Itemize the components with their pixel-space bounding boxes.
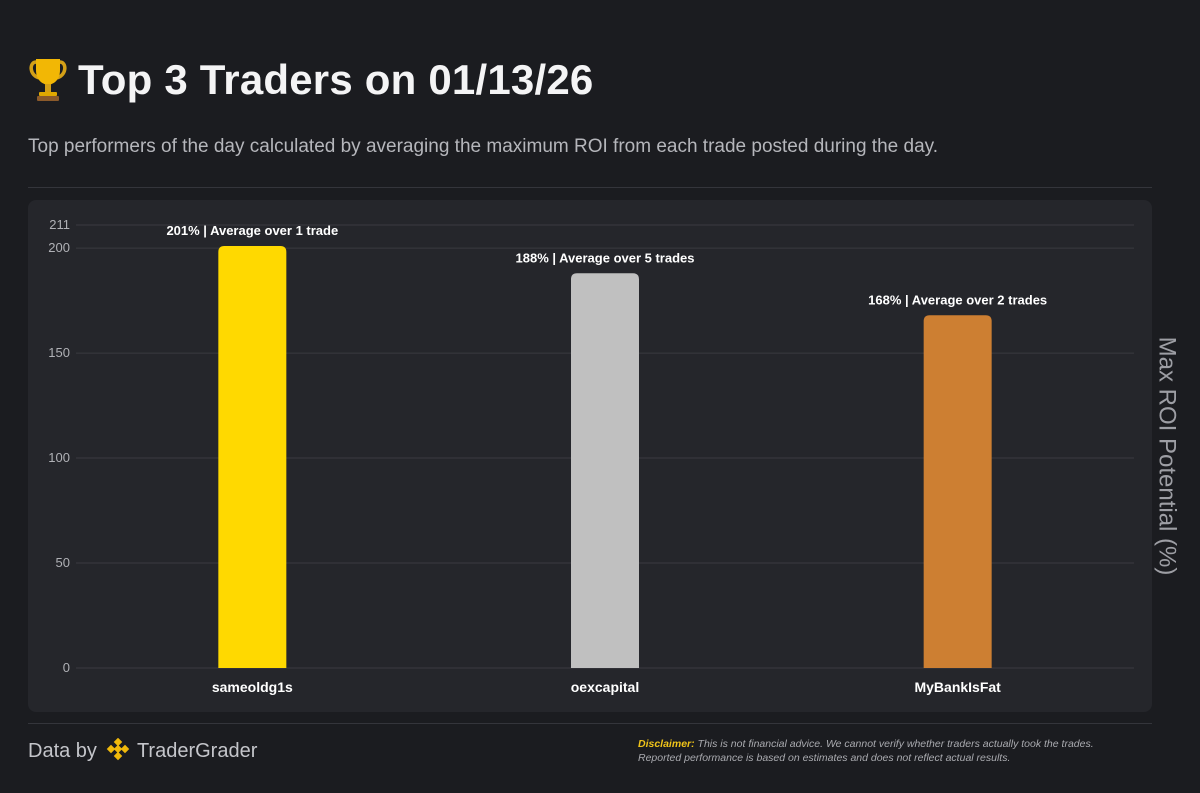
bar: [923, 315, 992, 668]
data-by-text: Data by: [28, 739, 97, 762]
disclaimer-text-2: Reported performance is based on estimat…: [638, 752, 1011, 764]
page-subtitle: Top performers of the day calculated by …: [28, 136, 939, 157]
y-axis-label-wrap: Max ROI Potential (%): [1136, 200, 1196, 712]
disclaimer-label: Disclaimer:: [638, 738, 695, 750]
bar-data-label: 168% | Average over 2 trades: [868, 292, 1047, 307]
y-tick-label: 100: [48, 450, 70, 465]
top-divider: [28, 187, 1152, 188]
y-tick-label: 150: [48, 345, 70, 360]
bar-data-label: 188% | Average over 5 trades: [516, 250, 695, 265]
y-tick-label: 211: [49, 217, 70, 232]
x-tick-label: oexcapital: [571, 679, 639, 695]
bottom-divider: [28, 723, 1152, 724]
footer-credit: Data by TraderGrader: [28, 737, 257, 765]
disclaimer-line-1: Disclaimer: This is not financial advice…: [638, 737, 1158, 751]
header: Top 3 Traders on 01/13/26: [28, 52, 1172, 108]
title-row: Top 3 Traders on 01/13/26: [28, 52, 1172, 108]
brand-name: TraderGrader: [136, 739, 258, 762]
tradergrader-logo-icon: [106, 738, 130, 761]
trophy-icon: [29, 59, 67, 101]
bar-data-label: 201% | Average over 1 trade: [166, 223, 338, 238]
x-tick-label: sameoldg1s: [212, 679, 293, 695]
disclaimer: Disclaimer: This is not financial advice…: [638, 737, 1158, 765]
page-title: Top 3 Traders on 01/13/26: [78, 56, 594, 103]
bar: [218, 245, 287, 668]
y-tick-label: 200: [48, 240, 70, 255]
y-tick-label: 0: [63, 660, 70, 675]
y-tick-label: 50: [56, 555, 70, 570]
x-tick-label: MyBankIsFat: [914, 679, 1001, 695]
disclaimer-text: This is not financial advice. We cannot …: [697, 738, 1094, 750]
y-axis-label: Max ROI Potential (%): [1153, 336, 1181, 576]
chart-panel: 0 50 100 150 200 211 201% | Average over 1 tra…: [28, 200, 1152, 712]
bar: [571, 273, 639, 668]
bar-chart: 0 50 100 150 200 211 201% | Average over 1 tra…: [48, 217, 1134, 695]
